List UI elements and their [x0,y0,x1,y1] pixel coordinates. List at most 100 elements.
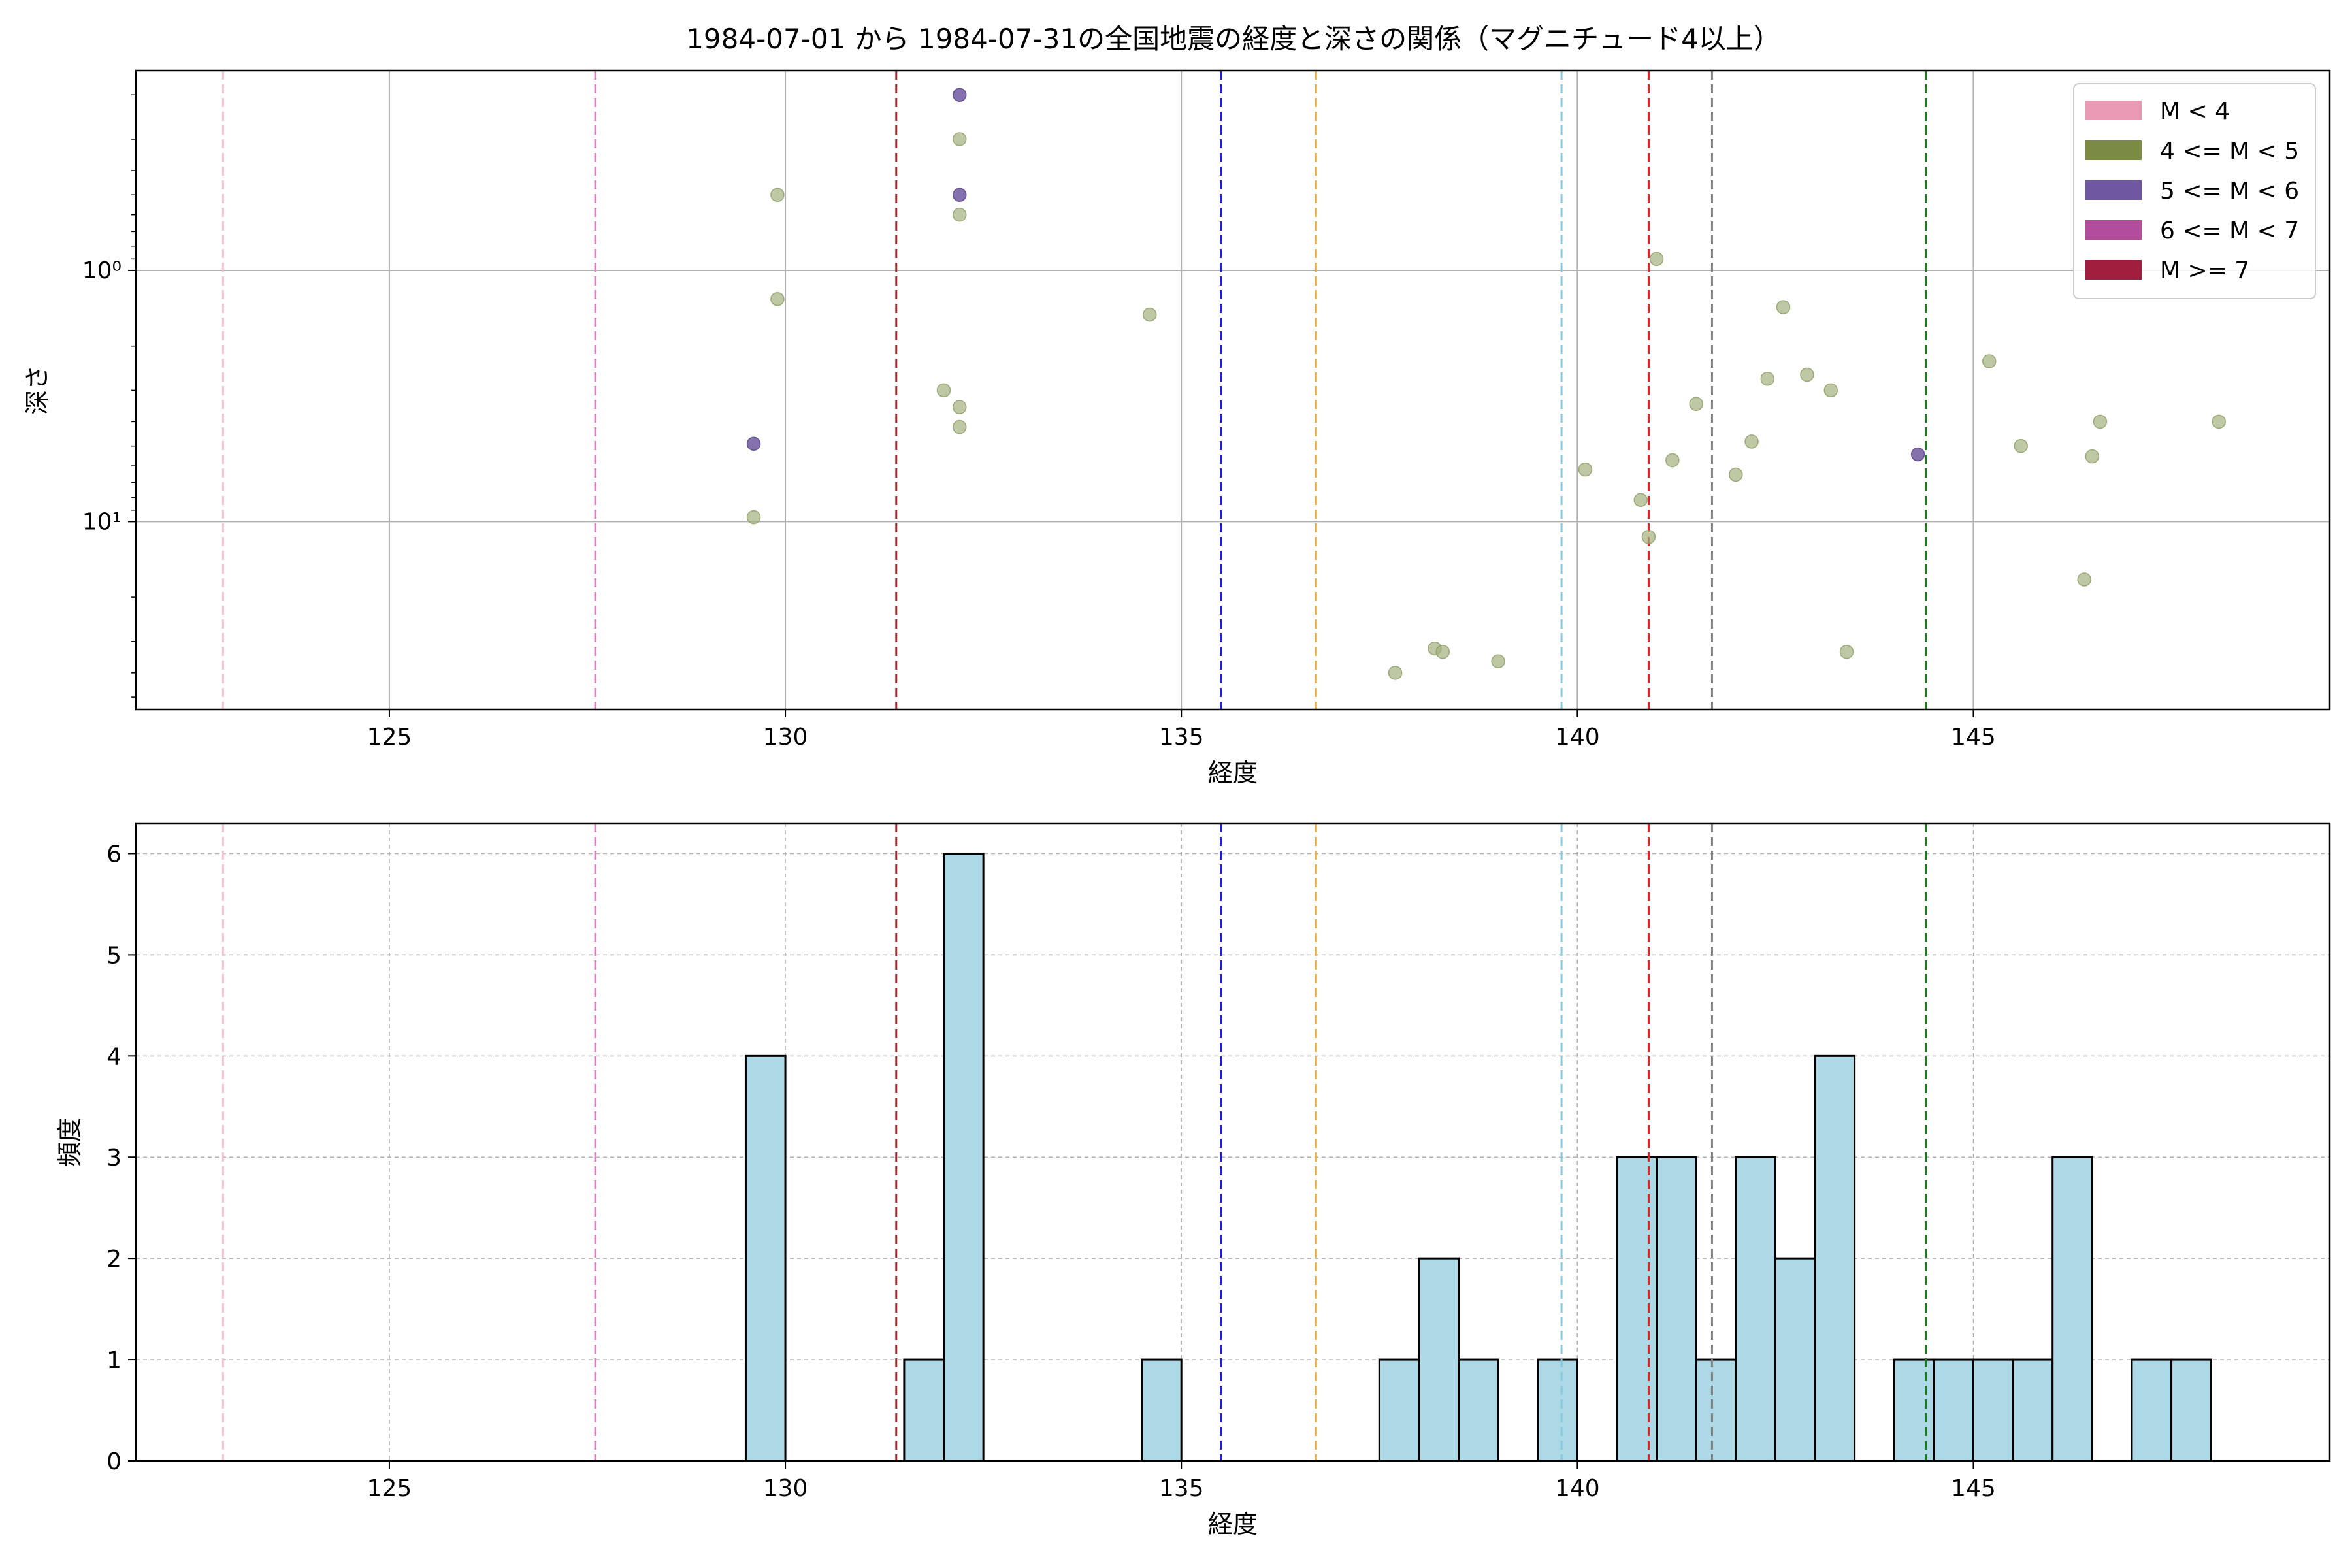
histogram-bar [744,1054,787,1462]
histogram-y-tick-label: 2 [106,1246,122,1273]
legend-swatch [2085,260,2142,280]
scatter-point [1744,434,1759,449]
scatter-point [953,188,967,202]
histogram-y-tick-label: 5 [106,942,122,969]
histogram-bar [1418,1257,1460,1462]
scatter-y-axis-label: 深さ [23,365,52,415]
legend-label: 6 <= M < 7 [2160,218,2299,244]
scatter-point [1633,493,1648,507]
scatter-x-tick-label: 145 [1951,724,1996,751]
histogram-y-axis-label: 頻度 [56,1117,84,1167]
histogram-y-tick-label: 6 [106,841,122,868]
histogram-bar [1457,1358,1499,1462]
histogram-bar [2131,1358,2173,1462]
scatter-point [2212,414,2227,429]
histogram-x-tick-label: 130 [763,1475,808,1502]
histogram-bar [1933,1358,1974,1462]
histogram-vlines [221,823,1927,1461]
histogram-bar [1735,1156,1776,1462]
scatter-point [936,383,951,398]
histogram-bar [1141,1358,1183,1462]
scatter-point [770,188,785,202]
scatter-point [1388,666,1403,680]
histogram-bars [744,852,2212,1462]
scatter-point [953,88,967,103]
scatter-x-tick-label: 130 [763,724,808,751]
scatter-point [770,292,785,306]
histogram-y-tick-label: 1 [106,1347,122,1374]
scatter-point [746,436,761,451]
legend-label: 4 <= M < 5 [2160,138,2299,165]
legend-swatch [2085,180,2142,200]
scatter-point [1776,300,1791,314]
scatter-point [953,400,967,414]
scatter-point [1823,383,1838,398]
scatter-x-tick-label: 135 [1159,724,1204,751]
histogram-bar [1537,1358,1578,1462]
histogram-x-tick-label: 140 [1555,1475,1600,1502]
histogram-x-tick-label: 145 [1951,1475,1996,1502]
histogram-axes-frame [135,822,2331,1462]
scatter-points [746,88,2227,680]
histogram-x-tick-label: 135 [1159,1475,1204,1502]
scatter-point [1649,252,1664,267]
scatter-x-ticks: 125 130 135 140 145 [367,710,1996,751]
scatter-point [1760,372,1775,386]
histogram-bar [2012,1358,2054,1462]
scatter-x-tick-label: 140 [1555,724,1600,751]
histogram-bar [1695,1358,1737,1462]
histogram-bar [1893,1358,1935,1462]
scatter-vlines [221,71,1927,710]
scatter-point [1689,397,1703,412]
scatter-point [1491,654,1505,668]
scatter-point [2014,438,2028,453]
legend-label: M >= 7 [2160,257,2249,284]
histogram-x-tick-label: 125 [367,1475,412,1502]
histogram-x-ticks: 125 130 135 140 145 [367,1461,1996,1502]
scatter-panel: 125 130 135 140 145 10⁰ 10¹ 経度 深さ M < 4 4 <= M… [23,69,2331,787]
legend-swatch [2085,140,2142,160]
histogram-bar [1656,1156,1697,1462]
scatter-y-tick-label: 10⁰ [82,257,122,284]
scatter-point [1729,467,1743,482]
histogram-bar [943,852,985,1462]
scatter-point [2093,414,2108,429]
histogram-bar [1814,1054,1856,1462]
scatter-point [2077,572,2091,587]
scatter-point [2085,449,2100,464]
scatter-point [1910,447,1925,462]
legend-swatch [2085,101,2142,120]
legend-box [2073,83,2316,299]
scatter-y-ticks: 10⁰ 10¹ [82,94,136,698]
legend-label: 5 <= M < 6 [2160,178,2299,204]
scatter-point [953,207,967,222]
histogram-y-tick-label: 4 [106,1043,122,1070]
scatter-point [1641,529,1656,544]
scatter-point [1142,307,1157,322]
histogram-panel: 125 130 135 140 145 0 1 2 3 4 5 6 経度 頻度 [56,822,2331,1539]
scatter-point [953,419,967,434]
histogram-bar [1972,1358,2014,1462]
legend-label: M < 4 [2160,98,2230,125]
histogram-bar [2051,1156,2093,1462]
histogram-bar [2170,1358,2212,1462]
histogram-y-tick-label: 0 [106,1448,122,1475]
histogram-y-ticks: 0 1 2 3 4 5 6 [106,841,136,1475]
scatter-x-axis-label: 経度 [1208,759,1258,787]
scatter-point [1839,644,1854,659]
histogram-bar [1378,1358,1420,1462]
scatter-grid [136,71,2330,710]
scatter-point [1800,367,1814,382]
chart-title: 1984-07-01 から 1984-07-31の全国地震の経度と深さの関係（マ… [686,23,1781,55]
histogram-y-tick-label: 3 [106,1145,122,1171]
scatter-y-tick-label: 10¹ [82,508,122,535]
histogram-bar [1774,1257,1816,1462]
scatter-point [1665,453,1680,468]
histogram-bar [1616,1156,1658,1462]
scatter-point [1578,462,1593,477]
legend: M < 4 4 <= M < 5 5 <= M < 6 6 <= M < 7 M >= … [2073,83,2316,299]
scatter-point [953,132,967,146]
legend-swatch [2085,220,2142,240]
scatter-point [1982,354,1997,368]
